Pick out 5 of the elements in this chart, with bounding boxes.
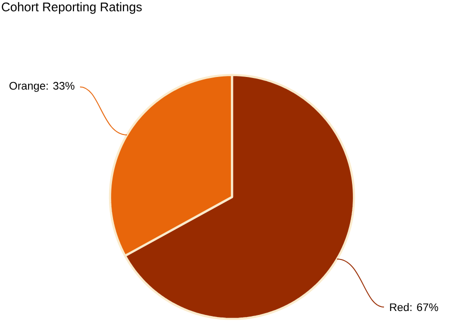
- data-label: : 67%: [410, 303, 438, 312]
- slice-label: Red: [390, 303, 409, 312]
- slice-label: Orange: [9, 82, 46, 92]
- data-label: : 33%: [46, 82, 74, 90]
- chart-title: Cohort Reporting Ratings: [2, 2, 142, 14]
